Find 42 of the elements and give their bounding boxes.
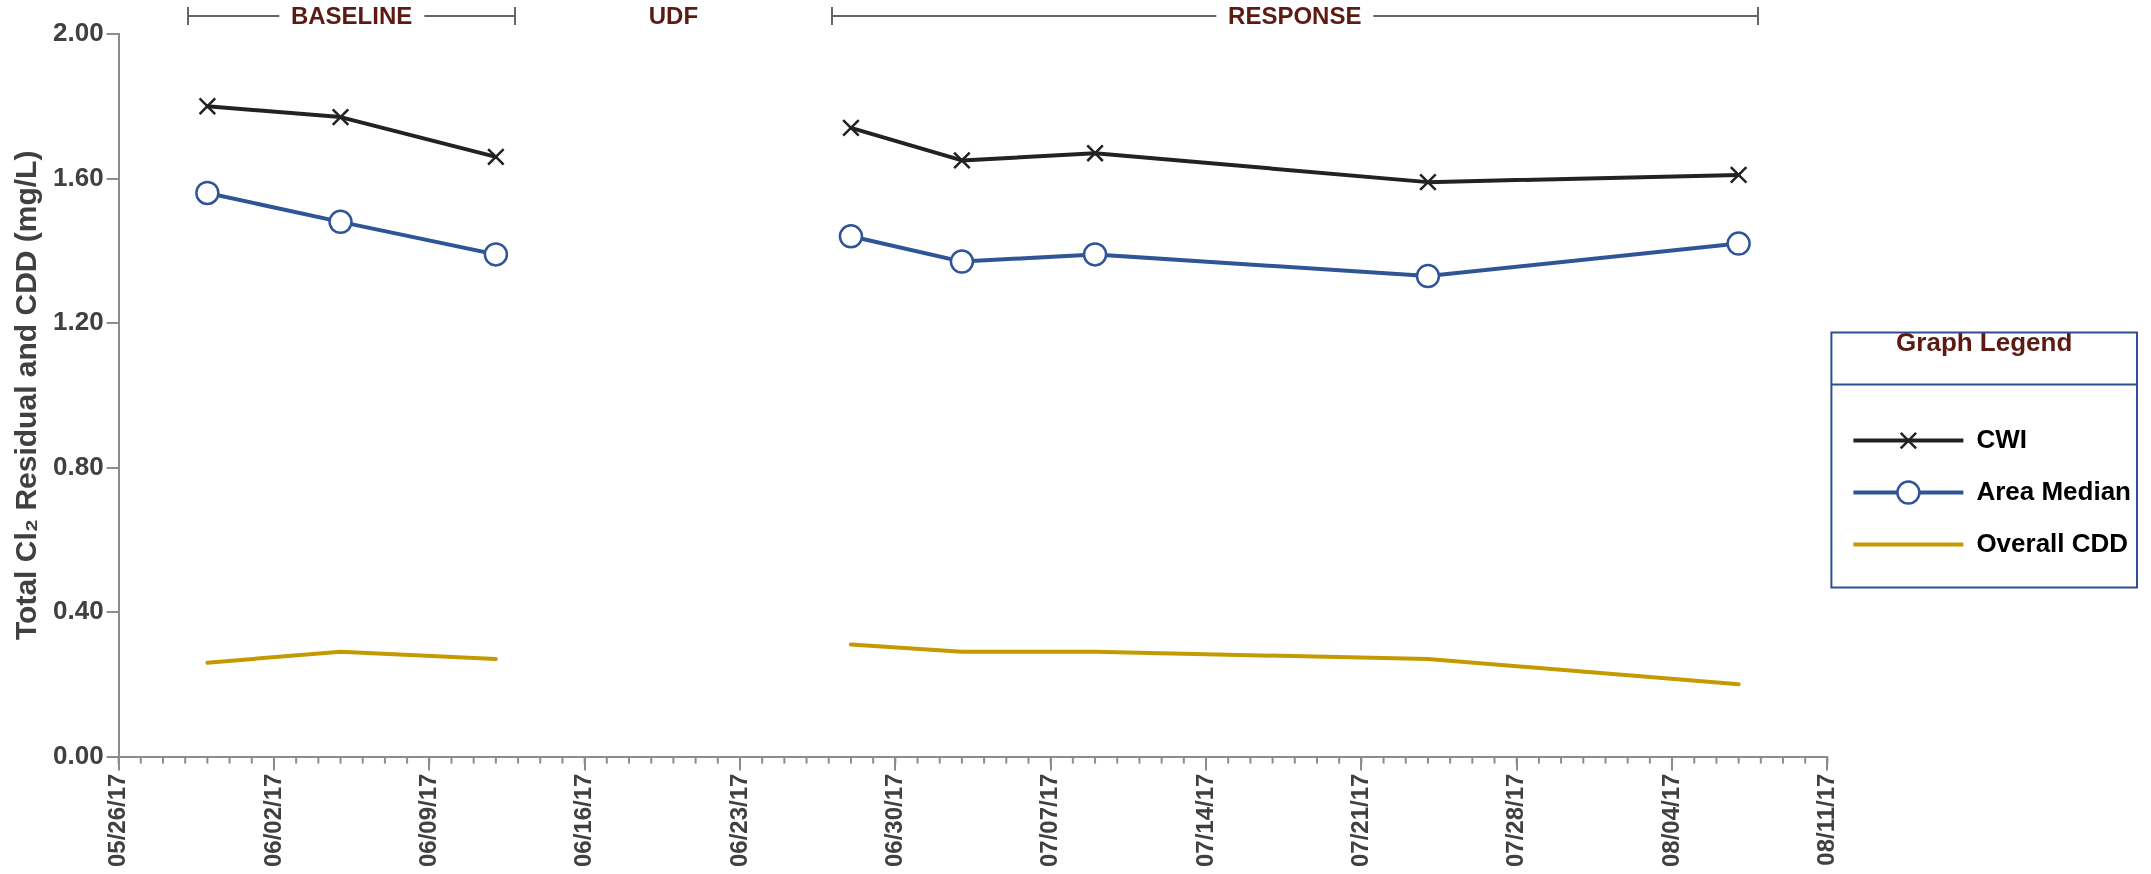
legend-label: Overall CDD	[1976, 527, 2129, 558]
point	[198, 97, 217, 116]
point	[486, 147, 505, 166]
point	[1729, 165, 1748, 184]
text: RESPONSE	[1216, 2, 1374, 30]
legend-label: Area Median	[1976, 475, 2132, 506]
x-tick-label: 07/07/17	[1035, 773, 1063, 867]
legend-title: Graph Legend	[1896, 326, 2073, 357]
point	[483, 242, 509, 267]
point	[952, 151, 971, 170]
y-tick-label: 0.80	[52, 450, 104, 481]
text: UDF	[636, 2, 711, 30]
x-tick-label: 08/11/17	[1812, 773, 1840, 866]
point	[838, 224, 864, 249]
x-tick-label: 08/04/17	[1656, 773, 1684, 867]
point	[1082, 242, 1108, 267]
x-tick-label: 06/09/17	[413, 773, 441, 867]
y-tick-label: 0.40	[52, 595, 104, 626]
point	[1726, 231, 1751, 256]
y-tick-label: 1.20	[52, 306, 104, 337]
point	[1086, 144, 1105, 163]
point	[195, 180, 220, 206]
y-tick-label: 2.00	[52, 17, 104, 48]
x-tick-label: 07/28/17	[1501, 773, 1529, 867]
x-tick-label: 06/16/17	[569, 773, 597, 867]
x-tick-label: 05/26/17	[103, 773, 131, 867]
point	[949, 249, 975, 274]
point	[328, 209, 353, 235]
text: BASELINE	[278, 2, 425, 30]
point	[1415, 263, 1441, 289]
x-tick-label: 06/30/17	[879, 773, 907, 867]
x-tick-label: 06/02/17	[258, 773, 286, 867]
point	[331, 108, 350, 127]
x-tick-label: 07/21/17	[1345, 773, 1373, 867]
y-axis-title: Total Cl₂ Residual and CDD (mg/L)	[9, 150, 43, 641]
y-tick-label: 0.00	[52, 739, 104, 770]
point	[1418, 173, 1437, 192]
point	[841, 118, 860, 137]
x-tick-label: 06/23/17	[724, 773, 752, 867]
x-tick-label: 07/14/17	[1190, 773, 1218, 867]
y-tick-label: 1.60	[52, 161, 104, 192]
legend-label: CWI	[1976, 423, 2027, 454]
